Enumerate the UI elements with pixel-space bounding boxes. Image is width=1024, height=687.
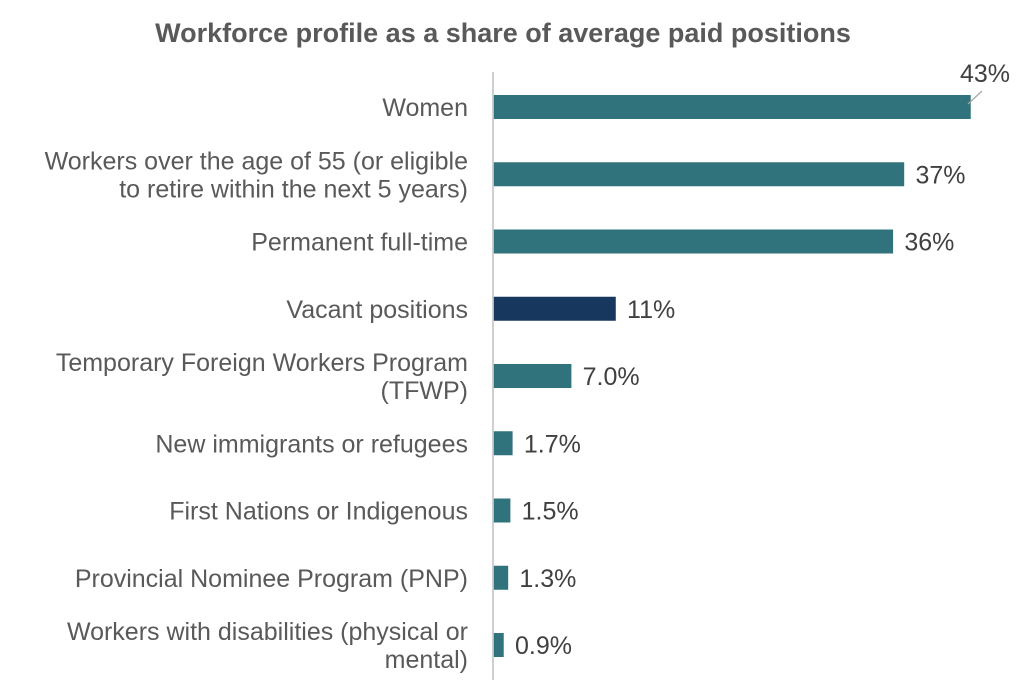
category-label-line: Workers over the age of 55 (or eligible [45,147,468,175]
category-labels: Women Workers over the age of 55 (or elig… [45,94,468,674]
data-label: 1.5% [522,498,579,526]
category-label-line: New immigrants or refugees [155,430,468,458]
data-label: 0.9% [515,632,572,660]
data-label: 37% [915,161,965,189]
data-label: 11% [627,296,675,324]
category-label: Permanent full-time [251,229,468,257]
category-label: New immigrants or refugees [155,430,468,458]
category-label-line: Vacant positions [286,296,468,324]
category-label: Women [382,94,468,122]
data-label: 7.0% [583,363,640,391]
category-label-line: Workers with disabilities (physical or [67,618,468,646]
chart-title: Workforce profile as a share of average … [155,18,851,48]
category-label-line: (TFWP) [381,377,468,405]
category-label-line: Temporary Foreign Workers Program [56,349,468,377]
bar [493,229,894,254]
bar [493,162,905,187]
category-label: Provincial Nominee Program (PNP) [75,565,468,593]
category-label: Workers with disabilities (physical or me… [67,618,468,674]
category-label-line: First Nations or Indigenous [169,498,468,526]
category-label-line: Permanent full-time [251,229,468,257]
category-label: First Nations or Indigenous [169,498,468,526]
bar [493,565,509,590]
bar [493,498,511,523]
leader-line [967,90,983,105]
category-label-line: Provincial Nominee Program (PNP) [75,565,468,593]
data-label: 43% [960,60,1010,88]
category-label: Vacant positions [286,296,468,324]
category-label: Workers over the age of 55 (or eligible t… [45,147,468,203]
value-labels: 43% 37% 36% 11% 7.0% 1.7% 1.5% 1.3% 0.9% [515,60,1010,660]
category-label-line: Women [382,94,468,122]
bars [493,95,971,657]
data-label: 1.3% [519,565,576,593]
bar [493,296,616,321]
category-label: Temporary Foreign Workers Program (TFWP) [56,349,468,405]
bar [493,95,971,119]
category-label-line: mental) [385,646,468,674]
bar [493,431,513,456]
data-label: 1.7% [524,430,581,458]
category-label-line: to retire within the next 5 years) [119,175,468,203]
bar [493,633,504,657]
bar [493,364,572,388]
data-label: 36% [904,229,954,257]
